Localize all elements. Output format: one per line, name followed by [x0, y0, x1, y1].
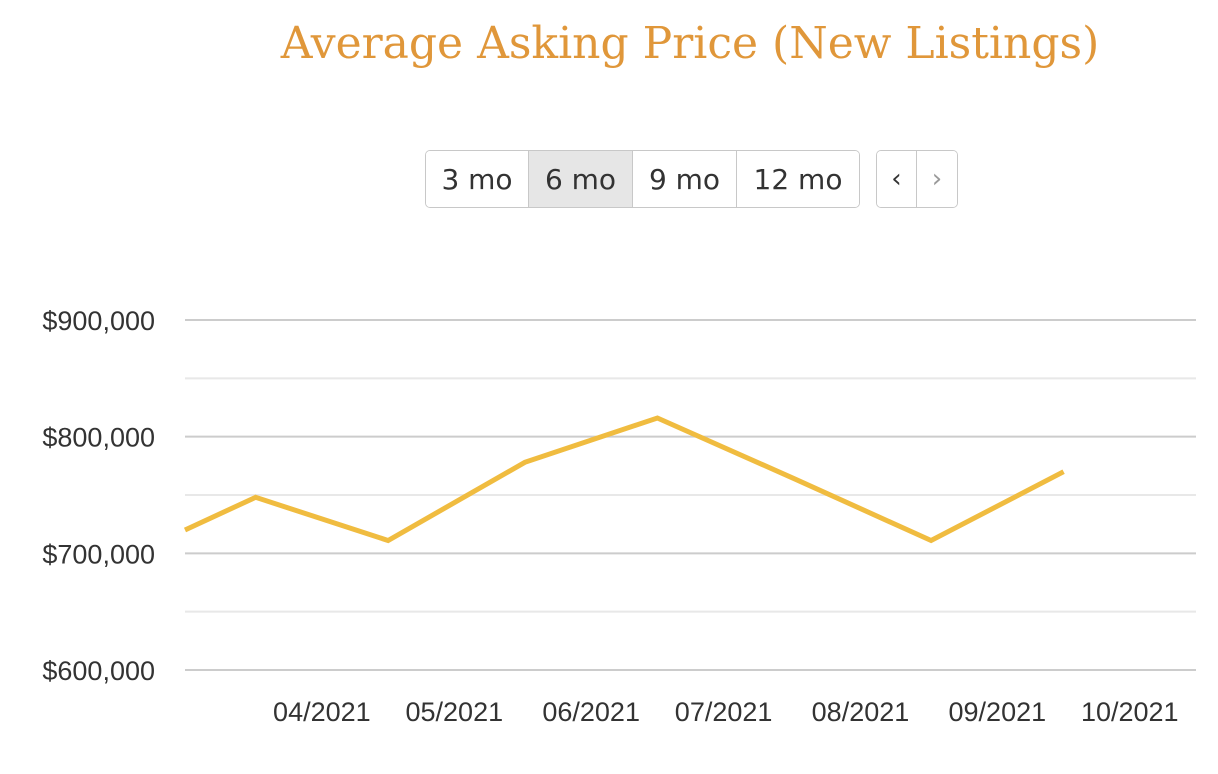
series-line: [183, 415, 1065, 544]
y-tick-label: $900,000: [42, 306, 155, 336]
x-tick-label: 06/2021: [542, 697, 640, 727]
range-controls: 3 mo 6 mo 9 mo 12 mo ‹ ›: [425, 150, 958, 208]
x-tick-label: 05/2021: [406, 697, 504, 727]
range-button-group: 3 mo 6 mo 9 mo 12 mo: [425, 150, 860, 208]
x-tick-label: 04/2021: [273, 697, 371, 727]
x-tick-label: 08/2021: [812, 697, 910, 727]
series-lines: [183, 415, 1065, 544]
range-12-months-button[interactable]: 12 mo: [737, 151, 859, 207]
x-tick-label: 10/2021: [1081, 697, 1179, 727]
x-tick-label: 09/2021: [949, 697, 1047, 727]
y-tick-label: $600,000: [42, 656, 155, 686]
range-9-months-button[interactable]: 9 mo: [633, 151, 737, 207]
previous-period-button[interactable]: ‹: [877, 151, 917, 207]
range-6-months-button[interactable]: 6 mo: [529, 151, 633, 207]
y-tick-label: $700,000: [42, 539, 155, 569]
chevron-left-icon: ‹: [891, 164, 902, 194]
period-nav-group: ‹ ›: [876, 150, 958, 208]
chart-title: Average Asking Price (New Listings): [280, 18, 1100, 69]
chevron-right-icon: ›: [931, 164, 943, 194]
next-period-button[interactable]: ›: [917, 151, 957, 207]
x-axis-labels: 04/2021 05/2021 06/2021 07/2021 08/2021 09/20…: [273, 697, 1179, 727]
range-3-months-button[interactable]: 3 mo: [426, 151, 529, 207]
gridlines: [185, 319, 1196, 671]
y-tick-label: $800,000: [42, 423, 155, 453]
y-axis-labels: $600,000 $700,000 $800,000 $900,000: [42, 306, 155, 686]
x-tick-label: 07/2021: [675, 697, 773, 727]
